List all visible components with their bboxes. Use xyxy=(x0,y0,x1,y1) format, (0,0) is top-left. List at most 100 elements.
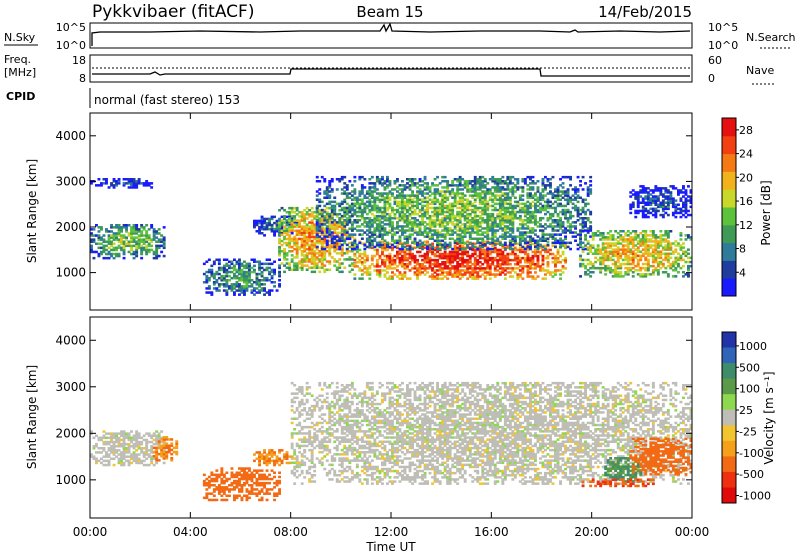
power-cell xyxy=(666,232,670,235)
power-cell xyxy=(506,263,510,266)
power-cell xyxy=(295,250,299,253)
power-cell xyxy=(217,283,221,286)
power-cell xyxy=(426,242,429,245)
power-cell xyxy=(629,238,633,241)
power-cell xyxy=(461,194,465,197)
power-cell xyxy=(375,180,379,183)
power-cell xyxy=(651,260,655,264)
power-cell xyxy=(488,263,492,266)
power-cell xyxy=(386,194,389,197)
power-cell xyxy=(529,221,532,224)
power-cell xyxy=(614,273,618,276)
power-cell xyxy=(233,274,236,278)
power-cell xyxy=(406,210,409,214)
power-cell xyxy=(669,264,673,268)
power-cell xyxy=(248,272,251,276)
power-cell xyxy=(313,256,317,259)
power-cell xyxy=(381,250,384,254)
power-cell xyxy=(641,207,645,211)
power-cell xyxy=(135,230,139,233)
power-cell xyxy=(523,210,527,214)
power-cell xyxy=(609,269,613,272)
power-cell xyxy=(320,243,324,247)
power-cell xyxy=(162,240,166,243)
power-cell xyxy=(333,258,337,261)
power-cell xyxy=(428,256,432,260)
power-cell xyxy=(463,198,467,201)
power-cell xyxy=(431,245,434,249)
power-cell xyxy=(110,184,113,187)
power-cell xyxy=(513,246,517,250)
power-cell xyxy=(423,212,427,216)
power-cell xyxy=(411,229,414,232)
power-cell xyxy=(659,254,663,258)
power-cell xyxy=(207,279,211,282)
power-cell xyxy=(230,285,234,288)
power-cell xyxy=(631,193,635,196)
power-cell xyxy=(581,227,585,230)
power-cell xyxy=(674,269,678,272)
power-cell xyxy=(671,264,675,268)
power-cell xyxy=(401,227,404,230)
power-cell xyxy=(408,233,412,236)
power-cell xyxy=(574,235,577,238)
power-cell xyxy=(529,275,532,278)
power-cell xyxy=(283,209,286,212)
power-cell xyxy=(579,256,582,260)
power-cell xyxy=(290,239,294,243)
power-cell xyxy=(496,248,500,252)
power-cell xyxy=(396,223,399,226)
power-cell xyxy=(340,225,344,228)
power-cell xyxy=(448,243,452,247)
power-cell xyxy=(313,231,317,235)
power-cell xyxy=(508,204,512,208)
power-cell xyxy=(330,200,334,204)
power-cell xyxy=(523,214,527,218)
power-cell xyxy=(406,200,409,204)
power-cell xyxy=(258,264,261,268)
power-cell xyxy=(280,219,284,222)
power-cell xyxy=(155,236,159,239)
power-cell xyxy=(531,256,535,260)
power-cell xyxy=(488,241,492,245)
power-cell xyxy=(428,258,432,262)
power-cell xyxy=(564,229,567,232)
power-cell xyxy=(300,211,304,214)
power-cell xyxy=(373,182,377,185)
power-cell xyxy=(486,217,490,220)
power-cell xyxy=(360,192,364,195)
power-cell xyxy=(92,250,96,254)
power-cell xyxy=(476,208,480,212)
power-cell xyxy=(539,192,542,195)
power-cell xyxy=(323,196,327,199)
power-cell xyxy=(315,175,319,179)
power-cell xyxy=(328,245,332,249)
power-cell xyxy=(343,231,347,234)
power-cell xyxy=(411,182,414,185)
power-cell xyxy=(258,262,261,266)
power-cell xyxy=(368,225,372,228)
power-cell xyxy=(278,239,281,243)
power-cell xyxy=(624,271,628,274)
power-cell xyxy=(619,271,623,274)
power-cell xyxy=(516,210,520,214)
power-cell xyxy=(471,217,475,220)
power-cell xyxy=(441,180,445,183)
power-cell xyxy=(516,204,520,208)
power-cell xyxy=(634,248,638,251)
power-cell xyxy=(476,271,480,274)
power-cell xyxy=(486,265,490,268)
power-cell xyxy=(551,202,555,206)
power-cell xyxy=(551,219,555,222)
power-cell xyxy=(443,217,447,220)
power-cell xyxy=(258,289,261,292)
power-cell xyxy=(631,252,635,255)
power-cell xyxy=(353,202,357,206)
power-cell xyxy=(363,243,367,247)
power-cell xyxy=(423,204,427,208)
power-cell xyxy=(539,250,542,254)
power-cell xyxy=(408,263,412,266)
power-cell xyxy=(416,204,419,208)
power-cell xyxy=(388,263,392,266)
power-cell xyxy=(634,269,638,272)
